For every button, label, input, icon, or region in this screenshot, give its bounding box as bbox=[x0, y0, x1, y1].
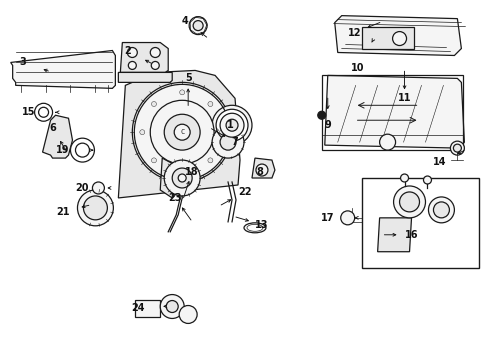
Ellipse shape bbox=[244, 223, 265, 233]
Circle shape bbox=[427, 197, 453, 223]
Circle shape bbox=[189, 17, 207, 35]
Circle shape bbox=[164, 114, 200, 150]
Circle shape bbox=[174, 124, 190, 140]
Text: 19: 19 bbox=[56, 145, 69, 155]
Circle shape bbox=[255, 164, 267, 176]
Polygon shape bbox=[118, 71, 240, 198]
Circle shape bbox=[423, 176, 430, 184]
Text: 7: 7 bbox=[231, 137, 238, 147]
Circle shape bbox=[193, 21, 203, 31]
Circle shape bbox=[212, 105, 251, 145]
Circle shape bbox=[220, 134, 236, 150]
Circle shape bbox=[77, 190, 113, 226]
Text: 3: 3 bbox=[19, 58, 26, 67]
Text: 15: 15 bbox=[22, 107, 35, 117]
Circle shape bbox=[400, 174, 407, 182]
Circle shape bbox=[392, 32, 406, 45]
Circle shape bbox=[172, 168, 192, 188]
Text: 2: 2 bbox=[123, 45, 130, 55]
Circle shape bbox=[225, 119, 238, 131]
Circle shape bbox=[219, 130, 224, 135]
Polygon shape bbox=[324, 75, 464, 148]
Bar bbox=[361, 178, 478, 268]
Text: 23: 23 bbox=[168, 193, 182, 203]
Circle shape bbox=[83, 196, 107, 220]
Text: 8: 8 bbox=[256, 167, 263, 177]
Circle shape bbox=[179, 170, 184, 175]
Bar bbox=[361, 27, 413, 49]
Circle shape bbox=[127, 48, 137, 58]
Text: 11: 11 bbox=[397, 93, 410, 103]
Polygon shape bbox=[377, 218, 411, 252]
Circle shape bbox=[151, 158, 156, 163]
Circle shape bbox=[220, 113, 244, 137]
Circle shape bbox=[212, 126, 244, 158]
Circle shape bbox=[150, 100, 214, 164]
Circle shape bbox=[132, 82, 232, 182]
Circle shape bbox=[179, 306, 197, 323]
Circle shape bbox=[399, 192, 419, 212]
Circle shape bbox=[92, 182, 104, 194]
Text: 6: 6 bbox=[49, 123, 56, 133]
Circle shape bbox=[160, 294, 184, 319]
Text: 10: 10 bbox=[350, 63, 364, 73]
Polygon shape bbox=[118, 72, 172, 82]
Circle shape bbox=[166, 301, 178, 312]
Polygon shape bbox=[251, 158, 274, 178]
Circle shape bbox=[70, 138, 94, 162]
Circle shape bbox=[452, 144, 461, 152]
Circle shape bbox=[178, 174, 186, 182]
Text: 16: 16 bbox=[404, 230, 417, 240]
Bar bbox=[321, 75, 463, 150]
Circle shape bbox=[151, 102, 156, 107]
Bar bbox=[135, 300, 160, 318]
Ellipse shape bbox=[246, 224, 263, 231]
Text: 14: 14 bbox=[432, 157, 445, 167]
Circle shape bbox=[140, 130, 144, 135]
Circle shape bbox=[207, 158, 212, 163]
Text: 22: 22 bbox=[238, 187, 251, 197]
Circle shape bbox=[317, 111, 325, 119]
Text: C: C bbox=[180, 129, 184, 135]
Circle shape bbox=[379, 134, 395, 150]
Text: 12: 12 bbox=[347, 28, 361, 37]
Text: 24: 24 bbox=[131, 302, 145, 312]
Circle shape bbox=[150, 48, 160, 58]
Text: 21: 21 bbox=[56, 207, 69, 217]
Circle shape bbox=[151, 62, 159, 69]
Text: 5: 5 bbox=[184, 73, 191, 84]
Polygon shape bbox=[160, 158, 175, 198]
Circle shape bbox=[179, 90, 184, 95]
Text: 4: 4 bbox=[182, 15, 188, 26]
Circle shape bbox=[216, 109, 247, 141]
Circle shape bbox=[75, 143, 89, 157]
Polygon shape bbox=[120, 42, 168, 72]
Polygon shape bbox=[42, 115, 72, 158]
Text: 9: 9 bbox=[324, 120, 330, 130]
Polygon shape bbox=[11, 50, 115, 88]
Circle shape bbox=[393, 186, 425, 218]
Text: 18: 18 bbox=[185, 167, 199, 177]
Text: 17: 17 bbox=[320, 213, 334, 223]
Text: 1: 1 bbox=[226, 120, 233, 130]
Circle shape bbox=[432, 202, 448, 218]
Circle shape bbox=[35, 103, 52, 121]
Text: 20: 20 bbox=[76, 183, 89, 193]
Circle shape bbox=[340, 211, 354, 225]
Polygon shape bbox=[334, 15, 461, 55]
Circle shape bbox=[207, 102, 212, 107]
Text: 13: 13 bbox=[255, 220, 268, 230]
Circle shape bbox=[128, 62, 136, 69]
Circle shape bbox=[164, 160, 200, 196]
Circle shape bbox=[39, 107, 48, 117]
Circle shape bbox=[449, 141, 464, 155]
